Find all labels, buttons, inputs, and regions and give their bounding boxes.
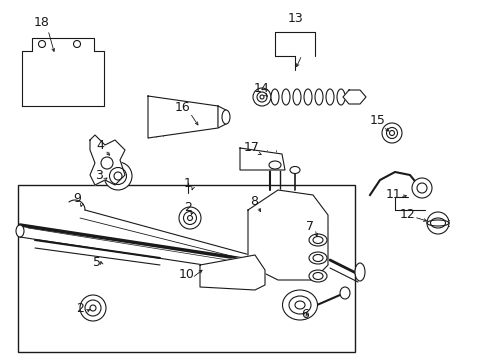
Ellipse shape xyxy=(426,212,448,234)
Polygon shape xyxy=(200,255,264,290)
Ellipse shape xyxy=(282,290,317,320)
Circle shape xyxy=(416,183,426,193)
Text: 12: 12 xyxy=(399,207,415,220)
Circle shape xyxy=(101,157,113,169)
Ellipse shape xyxy=(292,89,301,105)
Ellipse shape xyxy=(257,92,266,102)
Text: 15: 15 xyxy=(369,113,385,126)
Ellipse shape xyxy=(114,172,122,180)
Ellipse shape xyxy=(104,162,132,190)
Ellipse shape xyxy=(429,218,445,228)
Ellipse shape xyxy=(268,161,281,169)
Ellipse shape xyxy=(183,212,196,225)
Text: 13: 13 xyxy=(287,12,303,24)
Text: 1: 1 xyxy=(183,176,192,189)
Ellipse shape xyxy=(386,127,397,139)
Ellipse shape xyxy=(312,255,323,261)
Polygon shape xyxy=(247,190,327,280)
Ellipse shape xyxy=(312,273,323,279)
Bar xyxy=(18,185,354,352)
Ellipse shape xyxy=(312,237,323,243)
Ellipse shape xyxy=(252,88,270,106)
Ellipse shape xyxy=(325,89,333,105)
Ellipse shape xyxy=(80,295,106,321)
Ellipse shape xyxy=(308,252,326,264)
Ellipse shape xyxy=(260,95,264,99)
Polygon shape xyxy=(218,106,225,128)
Text: 18: 18 xyxy=(34,15,50,28)
Ellipse shape xyxy=(308,234,326,246)
Text: 5: 5 xyxy=(93,256,101,269)
Ellipse shape xyxy=(308,270,326,282)
Ellipse shape xyxy=(289,166,299,174)
Text: 11: 11 xyxy=(386,188,401,201)
Ellipse shape xyxy=(222,110,229,124)
Ellipse shape xyxy=(16,225,24,237)
Ellipse shape xyxy=(85,300,101,316)
Circle shape xyxy=(411,178,431,198)
Text: 10: 10 xyxy=(179,269,195,282)
Circle shape xyxy=(39,40,45,48)
Ellipse shape xyxy=(336,89,345,105)
Text: 17: 17 xyxy=(244,140,260,153)
Ellipse shape xyxy=(288,296,310,314)
Text: 8: 8 xyxy=(249,194,258,207)
Ellipse shape xyxy=(381,123,401,143)
Ellipse shape xyxy=(109,167,126,185)
Text: 4: 4 xyxy=(96,139,104,152)
Polygon shape xyxy=(148,96,218,138)
Ellipse shape xyxy=(314,89,323,105)
Text: 14: 14 xyxy=(254,81,269,95)
Circle shape xyxy=(73,40,81,48)
Polygon shape xyxy=(240,148,285,170)
Text: 2: 2 xyxy=(76,302,84,315)
Ellipse shape xyxy=(187,216,192,220)
Ellipse shape xyxy=(294,301,305,309)
Polygon shape xyxy=(22,38,104,106)
Ellipse shape xyxy=(179,207,201,229)
Text: 9: 9 xyxy=(73,192,81,204)
Ellipse shape xyxy=(339,287,349,299)
Ellipse shape xyxy=(354,263,364,281)
Polygon shape xyxy=(342,90,365,104)
Ellipse shape xyxy=(304,89,311,105)
Ellipse shape xyxy=(90,305,96,311)
Text: 2: 2 xyxy=(183,201,192,213)
Text: 3: 3 xyxy=(95,168,103,181)
Text: 16: 16 xyxy=(175,100,190,113)
Polygon shape xyxy=(90,135,125,185)
Text: 6: 6 xyxy=(301,309,308,321)
Text: 7: 7 xyxy=(305,220,313,233)
Ellipse shape xyxy=(282,89,289,105)
Ellipse shape xyxy=(270,89,279,105)
Ellipse shape xyxy=(389,131,394,135)
